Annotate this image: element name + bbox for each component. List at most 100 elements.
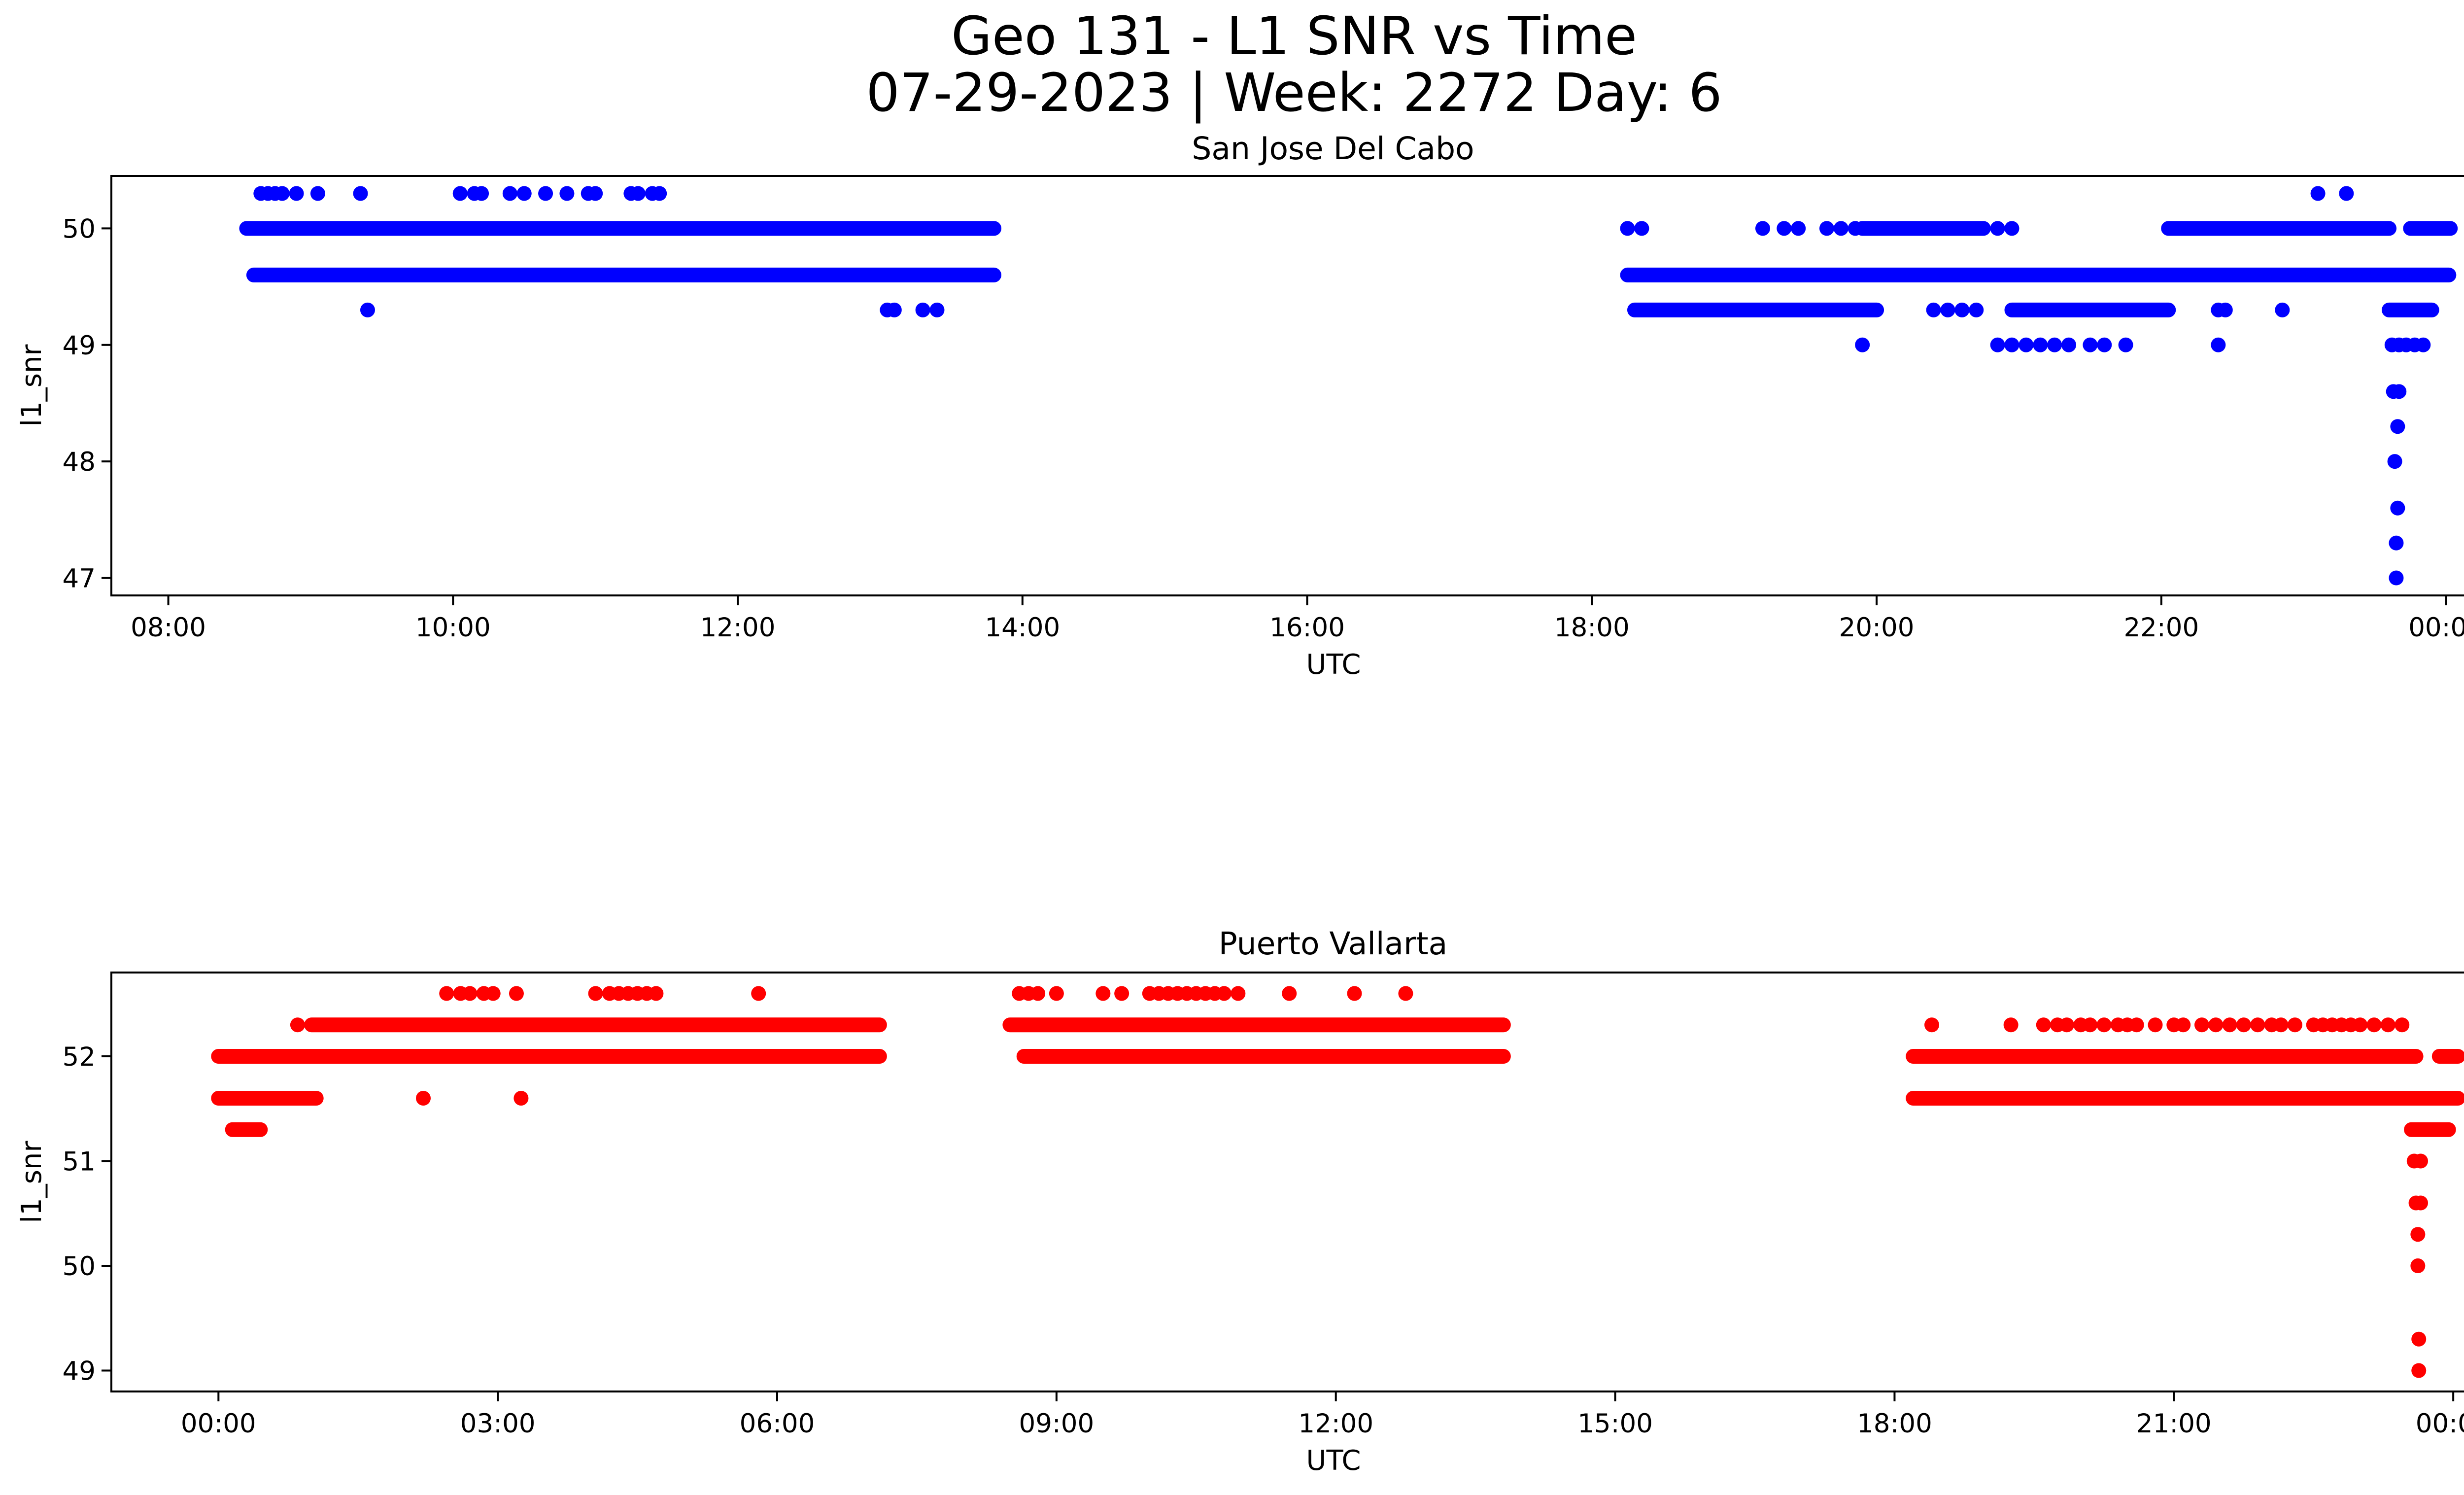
x-tick-label: 18:00 [1554, 613, 1630, 643]
scatter-point-run [1016, 1049, 1511, 1064]
scatter-point [2118, 337, 2133, 352]
scatter-point [1990, 221, 2005, 236]
scatter-point [2036, 1017, 2051, 1033]
scatter-point [2273, 1017, 2289, 1033]
axes-frame [110, 972, 2464, 1392]
scatter-point [1855, 337, 1870, 352]
scatter-point [1398, 986, 1413, 1001]
scatter-point-run [2404, 1122, 2456, 1137]
x-tick-label: 00:00 [2416, 1409, 2464, 1439]
scatter-point [2411, 1363, 2427, 1378]
scatter-point [538, 186, 553, 201]
scatter-point [2097, 337, 2112, 352]
x-tick-label: 14:00 [985, 613, 1060, 643]
x-axis: 00:00 03:00 06:00 09:00 12:00 15:00 18:00 21:00… [181, 1391, 2464, 1439]
scatter-point [2339, 186, 2354, 201]
scatter-point [2287, 1017, 2302, 1033]
scatter-point [1030, 986, 1046, 1001]
y-tick-label: 49 [63, 1356, 96, 1387]
scatter-point [2390, 500, 2405, 516]
plot-puerto-vallarta: Puerto Vallarta 00:00 03:00 06:00 09:00 12:0… [16, 926, 2464, 1477]
scatter-point [1940, 302, 1955, 317]
scatter-point-run [304, 1017, 887, 1033]
scatter-point-run [2161, 221, 2397, 236]
scatter-point [2410, 1227, 2426, 1242]
y-tick-label: 50 [63, 214, 96, 244]
figure-title-line1: Geo 131 - L1 SNR vs Time [951, 6, 1637, 67]
scatter-point [2392, 384, 2407, 399]
x-tick-label: 00:00 [181, 1409, 256, 1439]
scatter-point [2004, 221, 2019, 236]
scatter-point [1848, 221, 1863, 236]
y-tick-label: 48 [63, 447, 96, 477]
scatter-point [360, 302, 375, 317]
scatter-point-run [246, 267, 1002, 282]
scatter-point [2380, 1017, 2396, 1033]
scatter-point [1216, 986, 1232, 1001]
scatter-point [2236, 1017, 2252, 1033]
scatter-point [2413, 1153, 2429, 1169]
scatter-point [2410, 1258, 2426, 1273]
scatter-point [289, 186, 304, 201]
scatter-point [2390, 419, 2405, 434]
scatter-point [2366, 1017, 2382, 1033]
scatter-point [2211, 337, 2226, 352]
scatter-point [915, 302, 930, 317]
scatter-point [2083, 1017, 2098, 1033]
x-tick-label: 06:00 [740, 1409, 815, 1439]
plot-title: San Jose Del Cabo [1192, 131, 1474, 167]
scatter-point-run [1620, 267, 2457, 282]
scatter-point [1819, 221, 1834, 236]
scatter-point-run [1906, 1091, 2464, 1106]
scatter-point [1791, 221, 1806, 236]
scatter-point [415, 1091, 431, 1106]
x-axis-label: UTC [1306, 1445, 1361, 1477]
scatter-point [1231, 986, 1246, 1001]
y-tick-label: 49 [63, 331, 96, 361]
scatter-point-run [1855, 221, 1991, 236]
scatter-point [649, 986, 664, 1001]
y-tick-label: 52 [63, 1042, 96, 1072]
scatter-point-run [2403, 221, 2458, 236]
scatter-point [462, 986, 478, 1001]
scatter-point-run [2004, 302, 2176, 317]
scatter-point [509, 986, 524, 1001]
axes-frame [110, 175, 2464, 596]
scatter-point [274, 186, 290, 201]
scatter-point [2387, 454, 2402, 469]
scatter-point [2310, 186, 2326, 201]
scatter-point [2148, 1017, 2163, 1033]
y-tick-label: 50 [63, 1252, 96, 1282]
x-tick-label: 16:00 [1269, 613, 1345, 643]
scatter-point [1926, 302, 1941, 317]
scatter-point [2003, 1017, 2019, 1033]
scatter-point [1777, 221, 1792, 236]
scatter-point [502, 186, 517, 201]
scatter-point [630, 186, 646, 201]
scatter-point [2033, 337, 2048, 352]
scatter-point [1755, 221, 1770, 236]
scatter-point [1924, 1017, 1940, 1033]
x-tick-label: 09:00 [1019, 1409, 1094, 1439]
scatter-point-run [2431, 1049, 2464, 1064]
scatter-point [588, 186, 603, 201]
scatter-point [1282, 986, 1297, 1001]
scatter-point [2353, 1017, 2368, 1033]
scatter-point [1634, 221, 1649, 236]
scatter-point [2395, 1017, 2410, 1033]
x-tick-label: 12:00 [700, 613, 776, 643]
plot-san-jose-del-cabo: San Jose Del Cabo 08:00 10:00 12:00 14:00 16… [16, 131, 2464, 681]
scatter-point [2411, 1331, 2427, 1347]
scatter-point [2004, 337, 2019, 352]
scatter-point [929, 302, 945, 317]
x-tick-label: 20:00 [1839, 613, 1915, 643]
figure-title-line2: 07-29-2023 | Week: 2272 Day: 6 [866, 63, 1722, 124]
scatter-point [2416, 337, 2431, 352]
scatter-point [559, 186, 575, 201]
scatter-point [2250, 1017, 2265, 1033]
scatter-point-run [211, 1049, 887, 1064]
scatter-point [2176, 1017, 2191, 1033]
scatter-point [2061, 337, 2077, 352]
y-axis: 47 48 49 50 [63, 214, 111, 594]
